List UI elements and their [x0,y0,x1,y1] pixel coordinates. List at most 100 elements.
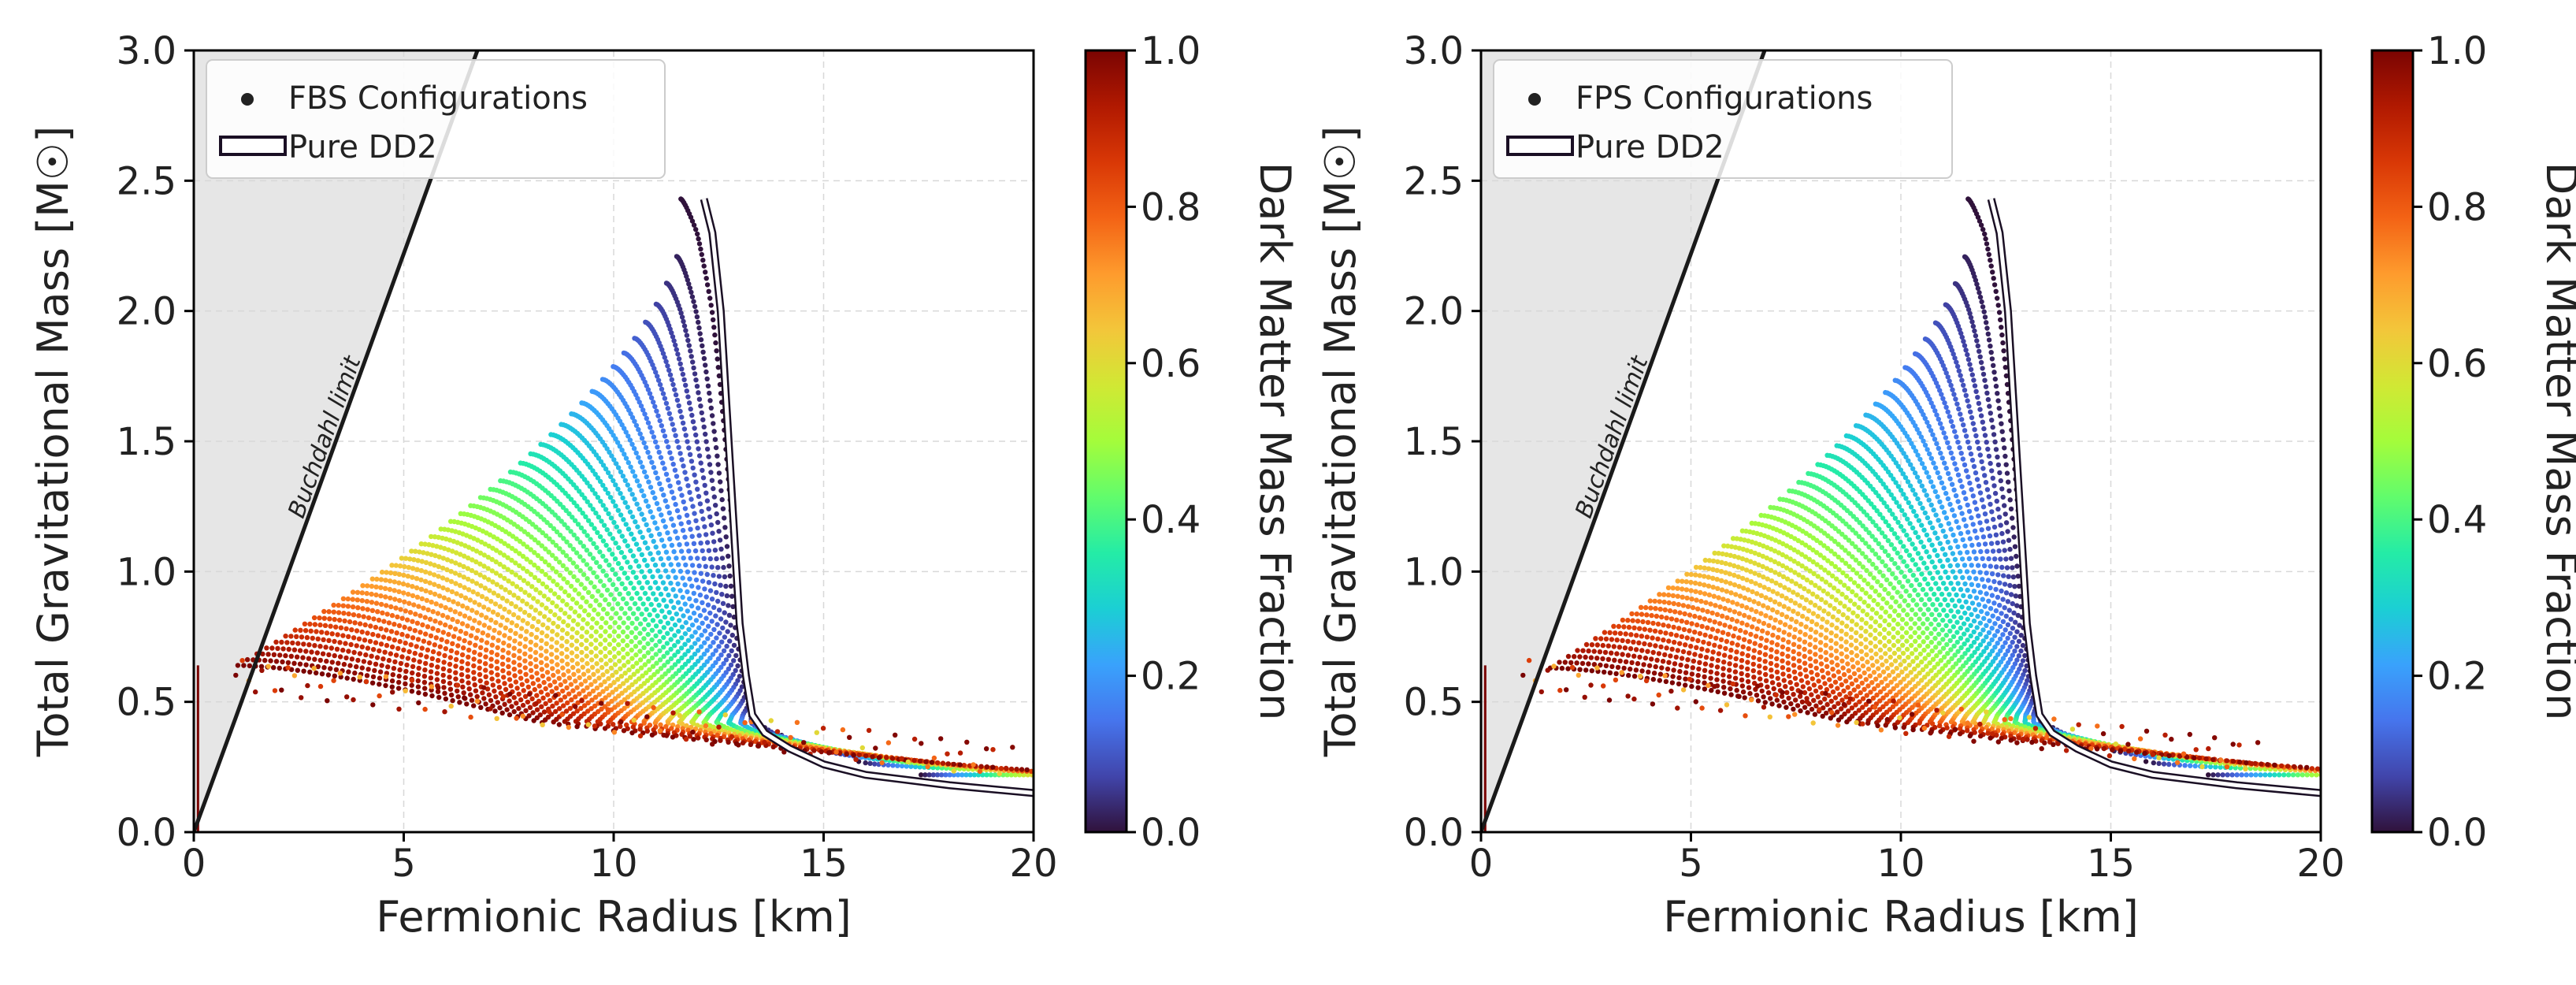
scatter-point [446,547,451,552]
scatter-point [2004,470,2010,476]
scatter-point [562,694,568,700]
scatter-point [631,671,637,677]
scatter-point [2007,630,2013,636]
scatter-point [450,616,455,623]
scatter-point [703,490,709,496]
scatter-point [702,640,707,645]
scatter-point [678,645,685,651]
scatter-point [664,650,670,656]
scatter-point [618,491,623,496]
scatter-point [1958,478,1963,484]
scatter-point [677,618,682,623]
scatter-point [465,623,470,629]
dd2-curve [702,198,1034,795]
scatter-point [448,703,454,709]
scatter-point [384,611,390,617]
scatter-point [649,459,655,465]
scatter-point [343,641,348,646]
scatter-point [697,501,703,507]
scatter-point [440,612,446,619]
scatter-point [524,556,529,562]
scatter-point [374,576,380,582]
scatter-point [667,450,673,455]
scatter-point [1941,608,1947,613]
scatter-point [1947,476,1953,481]
scatter-point [442,526,447,532]
scatter-point [625,575,630,581]
scatter-point [686,519,692,525]
scatter-point [473,570,479,575]
scatter-point [589,487,596,492]
scatter-point [317,622,323,628]
scatter-point [625,701,630,706]
scatter-point [700,620,705,626]
scatter-point [585,660,590,667]
scatter-point [1869,533,1875,539]
scatter-point [885,762,891,768]
scatter-point [1901,544,1906,549]
scatter-point [678,521,684,526]
scatter-point [1977,570,1983,575]
scatter-point [522,589,528,595]
scatter-point [689,533,695,539]
scatter-point [445,615,451,620]
scatter-point [705,602,711,608]
scatter-point [346,611,351,617]
scatter-point [539,543,544,548]
scatter-point [653,652,659,657]
scatter-point [557,706,562,712]
scatter-point [1927,571,1932,576]
scatter-point [1982,473,1988,478]
scatter-point [1947,501,1953,507]
scatter-point [711,626,717,633]
scatter-point [579,641,585,648]
scatter-point [1847,563,1852,570]
y-tick-label: 3.0 [117,29,176,73]
scatter-point [711,604,717,610]
scatter-point [668,416,674,422]
scatter-point [696,325,702,331]
scatter-point [538,690,544,695]
scatter-point [645,641,651,647]
scatter-point [462,595,469,600]
scatter-point [1884,577,1890,582]
scatter-point [642,411,648,417]
scatter-point [577,507,583,512]
scatter-point [689,354,694,359]
scatter-point [450,641,455,646]
scatter-point [1916,567,1921,572]
scatter-point [438,603,444,608]
scatter-point [1850,567,1856,573]
scatter-point [607,633,613,639]
scatter-point [2000,644,2006,650]
scatter-point [574,564,580,570]
scatter-point [578,604,584,610]
scatter-point [472,618,477,623]
scatter-point [2003,462,2009,467]
scatter-point [1941,510,1947,515]
scatter-point [1010,745,1015,750]
scatter-point [1943,466,1949,471]
scatter-point [544,519,550,526]
scatter-point [545,625,551,631]
scatter-point [695,556,700,561]
scatter-point [1995,454,2000,460]
scatter-point [1939,627,1946,633]
scatter-point [669,377,674,382]
scatter-point [432,619,438,624]
scatter-point [599,519,604,524]
scatter-point [610,672,615,678]
scatter-point [1935,597,1940,602]
scatter-point [1880,481,1886,487]
scatter-point [459,659,465,664]
scatter-point [475,591,481,597]
scatter-point [1883,519,1888,525]
scatter-point [682,506,689,511]
scatter-point [700,475,707,481]
scatter-point [599,593,604,598]
scatter-point [645,545,651,551]
scatter-point [1901,559,1906,564]
scatter-point [676,562,681,567]
scatter-point [1942,400,1947,406]
scatter-point [389,612,395,619]
